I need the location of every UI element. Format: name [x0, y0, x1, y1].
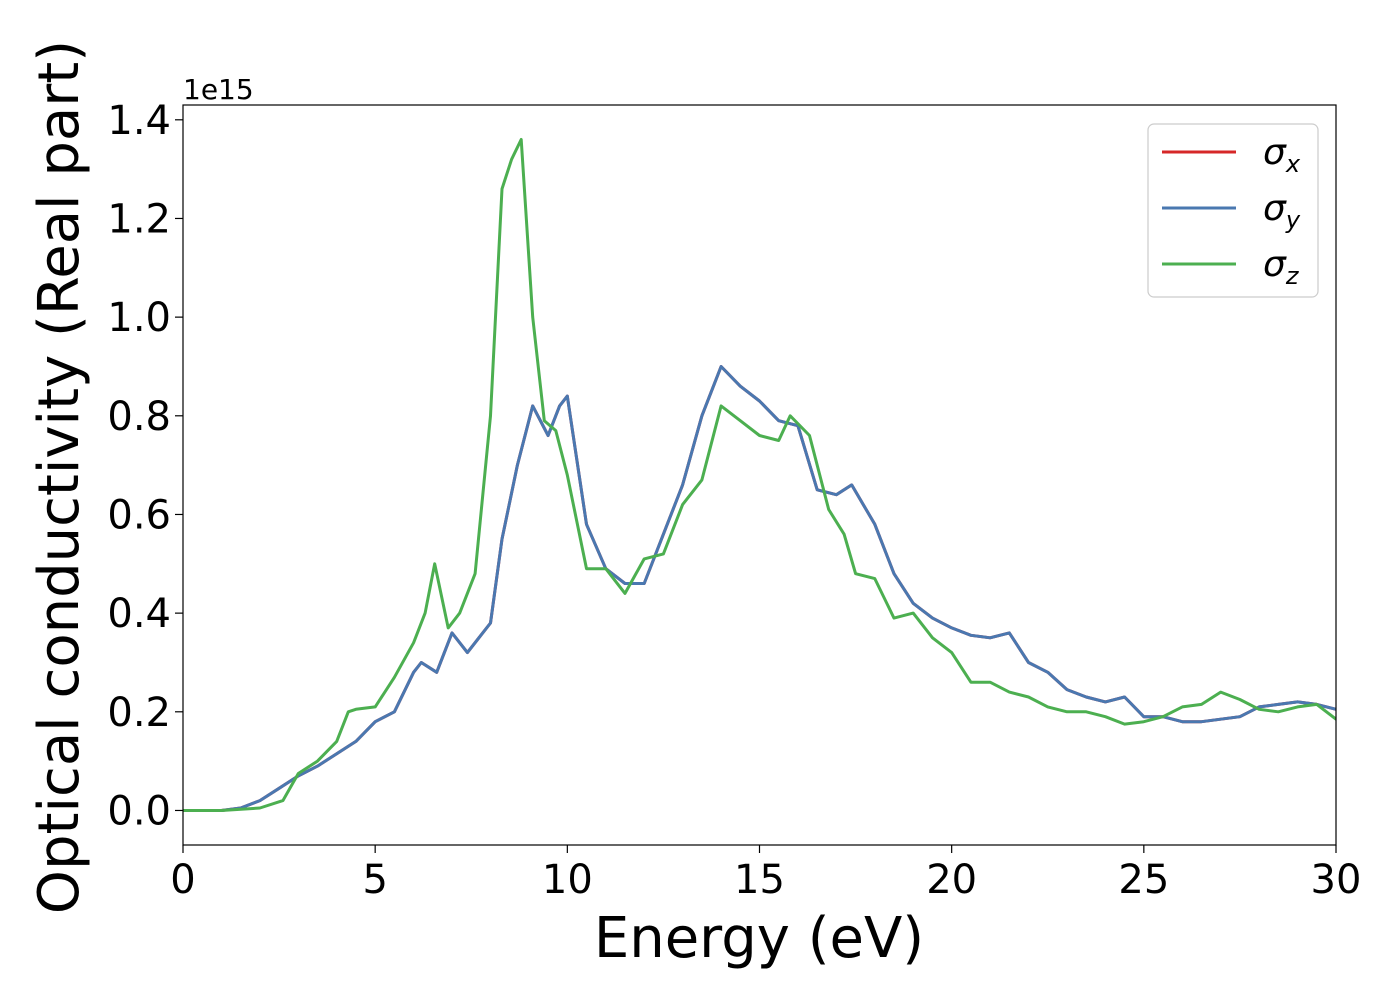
legend-label-sigma-x: σx [1263, 132, 1301, 178]
x-tick-label: 0 [170, 857, 195, 903]
series-line-sigma-y [183, 365, 1336, 812]
legend: σx σy σz [1147, 123, 1319, 298]
y-tick-label: 0.2 [107, 690, 171, 736]
y-tick-label: 0.4 [107, 591, 171, 637]
y-tick-label: 1.2 [107, 196, 171, 242]
legend-box [1147, 123, 1319, 298]
y-offset-label: 1e15 [183, 73, 254, 106]
legend-entries: σx σy σz [1162, 132, 1301, 290]
x-tick-label: 20 [926, 857, 977, 903]
x-tick-label: 5 [362, 857, 387, 903]
y-tick-label: 0.8 [107, 394, 171, 440]
y-tick-label: 0.0 [107, 788, 171, 834]
y-tick-label: 0.6 [107, 492, 171, 538]
series-line-sigma-x [183, 365, 1336, 812]
y-axis-ticks: 0.0 0.2 0.4 0.6 0.8 1.0 1.2 1.4 [107, 98, 183, 834]
legend-label-sigma-y: σy [1263, 188, 1301, 234]
x-tick-label: 30 [1311, 857, 1362, 903]
x-tick-label: 10 [542, 857, 593, 903]
x-tick-label: 15 [734, 857, 785, 903]
y-axis-title: Optical conductivity (Real part) [27, 40, 92, 914]
y-tick-label: 1.4 [107, 98, 171, 144]
x-tick-label: 25 [1118, 857, 1169, 903]
series-layer [183, 138, 1336, 812]
legend-label-sigma-z: σz [1263, 244, 1300, 290]
x-axis-ticks: 0 5 10 15 20 25 30 [170, 845, 1361, 903]
y-tick-label: 1.0 [107, 295, 171, 341]
series-line-sigma-z [183, 138, 1336, 812]
x-axis-title: Energy (eV) [594, 906, 924, 971]
